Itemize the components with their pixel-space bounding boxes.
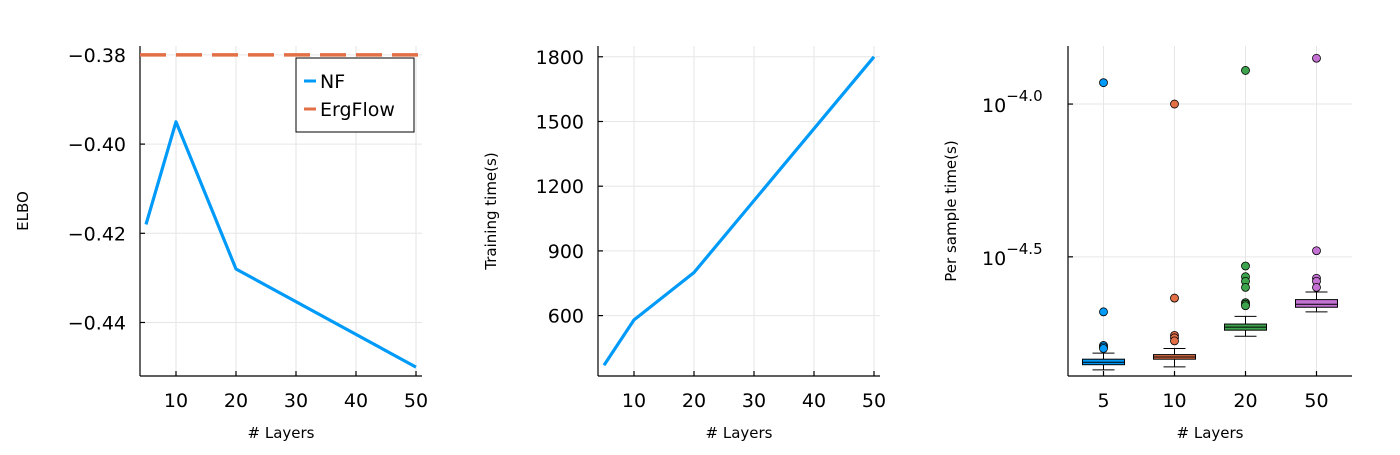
x-tick-label: 10: [622, 390, 646, 412]
box-50: [1295, 53, 1338, 313]
y-tick-label: 900: [548, 241, 584, 263]
legend-label: ErgFlow: [320, 99, 395, 121]
y-tick-label: 10−4.5: [982, 240, 1043, 270]
outlier-point: [1099, 78, 1108, 88]
y-tick-base: 10: [982, 95, 1006, 117]
outlier-point: [1312, 246, 1321, 256]
x-tick-label: 10: [164, 390, 188, 412]
legend: NF ErgFlow: [295, 57, 415, 133]
x-tick-label: 5: [1097, 390, 1109, 412]
box-10: [1153, 99, 1196, 368]
legend-box: [295, 57, 415, 133]
panel-1: 10 20 30 40 50 −0.38 −0.40 −0.42 −0.44 # Layers EL…: [14, 45, 428, 442]
x-tick-label: 50: [862, 390, 886, 412]
x-tick-label: 10: [1162, 390, 1186, 412]
box-5: [1082, 78, 1125, 371]
box-20: [1224, 66, 1267, 337]
x-axis-label: # Layers: [706, 424, 773, 442]
y-axis-label: ELBO: [14, 191, 32, 231]
y-tick-label: −0.44: [68, 312, 126, 334]
x-axis-label: # Layers: [248, 424, 315, 442]
outlier-point: [1241, 261, 1250, 271]
x-tick-label: 40: [802, 390, 826, 412]
x-tick-label: 50: [404, 390, 428, 412]
series-line-series: [602, 55, 876, 367]
y-tick-label: 1800: [536, 47, 584, 69]
y-tick-label: 10−4.0: [982, 87, 1043, 117]
x-axis-label: # Layers: [1177, 424, 1244, 442]
x-tick-label: 50: [1304, 390, 1328, 412]
y-axis-label: Per sample time(s): [942, 140, 960, 281]
series-line-nf: [144, 120, 417, 369]
x-tick-label: 30: [742, 390, 766, 412]
box-iqr: [1295, 299, 1338, 308]
y-tick-label: 1500: [536, 111, 584, 133]
outlier-point: [1099, 307, 1108, 317]
outlier-point: [1170, 293, 1179, 303]
outlier-point: [1241, 282, 1250, 292]
outlier-point: [1170, 336, 1179, 346]
y-tick-exponent: −4.0: [1006, 87, 1042, 105]
x-tick-label: 40: [344, 390, 368, 412]
y-tick-label: 1200: [536, 176, 584, 198]
outlier-point: [1241, 66, 1250, 75]
y-axis-label: Training time(s): [482, 152, 500, 270]
y-tick-label: 600: [548, 306, 584, 328]
outlier-point: [1241, 301, 1250, 311]
outlier-point: [1312, 282, 1321, 292]
y-tick-label: −0.42: [68, 223, 126, 245]
panel-2: 10 20 30 40 50 600 900 1200 1500 1800 # Layers Trai…: [482, 46, 886, 442]
y-tick-exponent: −4.5: [1006, 240, 1042, 258]
x-tick-label: 20: [682, 390, 706, 412]
x-tick-label: 20: [224, 390, 248, 412]
y-tick-label: −0.40: [68, 134, 126, 156]
y-tick-label: −0.38: [68, 45, 126, 67]
y-tick-base: 10: [982, 248, 1006, 270]
x-tick-label: 30: [284, 390, 308, 412]
x-tick-label: 20: [1233, 390, 1257, 412]
outlier-point: [1170, 99, 1179, 109]
outlier-point: [1099, 344, 1108, 353]
legend-label: NF: [320, 71, 345, 93]
outlier-point: [1312, 53, 1321, 63]
